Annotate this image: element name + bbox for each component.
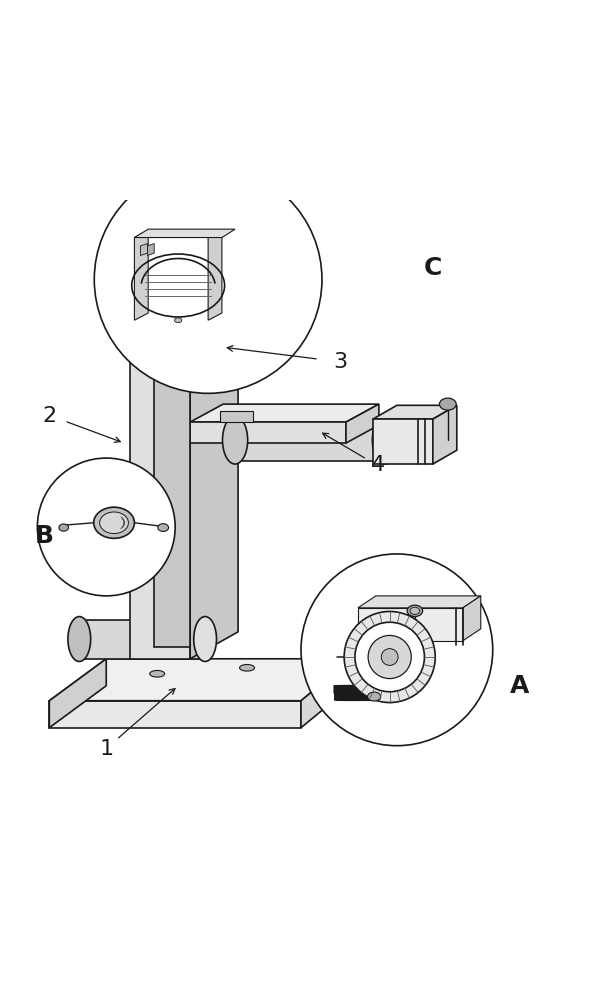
Polygon shape xyxy=(277,281,316,335)
Polygon shape xyxy=(134,229,235,238)
Polygon shape xyxy=(346,404,379,443)
Polygon shape xyxy=(154,281,244,305)
Text: 4: 4 xyxy=(371,455,385,475)
Polygon shape xyxy=(220,411,253,422)
Polygon shape xyxy=(190,335,238,659)
Polygon shape xyxy=(301,659,352,728)
Polygon shape xyxy=(154,305,202,374)
Polygon shape xyxy=(49,659,352,701)
Ellipse shape xyxy=(410,607,420,614)
Polygon shape xyxy=(134,230,148,320)
Polygon shape xyxy=(358,608,463,641)
Polygon shape xyxy=(49,659,106,728)
Polygon shape xyxy=(49,701,301,728)
Circle shape xyxy=(355,622,424,692)
Circle shape xyxy=(381,649,398,665)
Ellipse shape xyxy=(158,524,169,531)
Ellipse shape xyxy=(407,605,423,617)
Polygon shape xyxy=(235,419,385,461)
Ellipse shape xyxy=(223,416,247,464)
Polygon shape xyxy=(79,620,205,659)
Polygon shape xyxy=(208,230,222,320)
Ellipse shape xyxy=(68,617,91,661)
Ellipse shape xyxy=(367,692,380,701)
Polygon shape xyxy=(130,362,190,659)
Circle shape xyxy=(301,554,493,746)
Text: 3: 3 xyxy=(333,352,347,372)
Polygon shape xyxy=(140,244,147,256)
Polygon shape xyxy=(190,422,346,443)
Ellipse shape xyxy=(439,398,456,410)
Circle shape xyxy=(95,166,322,393)
Polygon shape xyxy=(130,335,238,362)
Text: A: A xyxy=(510,674,529,698)
Ellipse shape xyxy=(150,670,165,677)
Text: B: B xyxy=(35,524,54,548)
Text: C: C xyxy=(424,256,442,280)
Circle shape xyxy=(37,458,175,596)
Polygon shape xyxy=(154,374,190,647)
Polygon shape xyxy=(358,596,481,608)
Ellipse shape xyxy=(94,507,134,538)
Polygon shape xyxy=(178,305,277,335)
Ellipse shape xyxy=(194,617,217,661)
Polygon shape xyxy=(433,405,457,464)
Ellipse shape xyxy=(100,512,128,534)
Polygon shape xyxy=(463,596,481,641)
Ellipse shape xyxy=(175,318,182,323)
Ellipse shape xyxy=(372,416,397,464)
Polygon shape xyxy=(202,281,244,374)
Polygon shape xyxy=(373,405,457,419)
Ellipse shape xyxy=(240,664,255,671)
Text: 2: 2 xyxy=(42,406,57,426)
Circle shape xyxy=(344,611,435,703)
Polygon shape xyxy=(373,419,433,464)
Ellipse shape xyxy=(59,524,69,531)
Text: 1: 1 xyxy=(99,739,113,759)
Circle shape xyxy=(368,635,411,679)
Polygon shape xyxy=(190,404,379,422)
Polygon shape xyxy=(178,281,316,305)
Polygon shape xyxy=(147,244,154,256)
